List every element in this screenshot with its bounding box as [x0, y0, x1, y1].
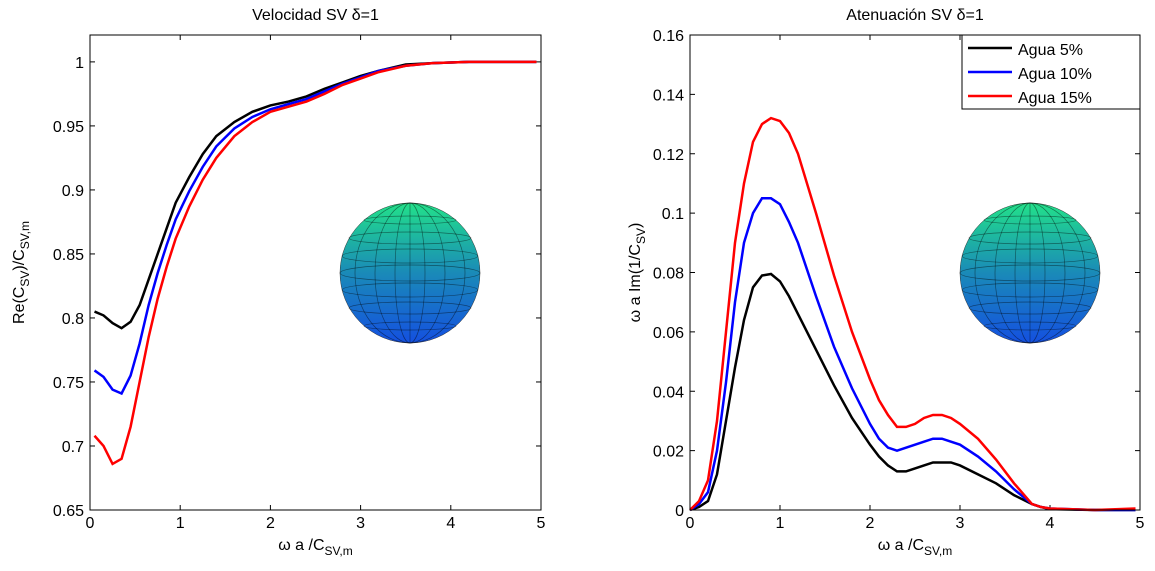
- x-tick-label: 5: [537, 515, 546, 532]
- y-axis-label: ω a Im(1/CSV): [627, 223, 648, 323]
- x-tick-label: 4: [1046, 515, 1055, 532]
- x-tick-label: 5: [1136, 515, 1145, 532]
- y-tick-label: 0.02: [653, 444, 684, 461]
- sphere-decoration: [959, 202, 1101, 344]
- y-tick-label: 0.85: [53, 247, 84, 264]
- label-part: ω a /C: [278, 537, 324, 554]
- x-tick-label: 2: [866, 515, 875, 532]
- chart-title: Velocidad SV δ=1: [252, 7, 379, 24]
- y-tick-label: 0.7: [62, 439, 84, 456]
- x-tick-label: 2: [266, 515, 275, 532]
- y-tick-label: 0.9: [62, 183, 84, 200]
- x-tick-label: 3: [356, 515, 365, 532]
- y-tick-label: 0.8: [62, 311, 84, 328]
- sphere-decoration: [339, 202, 481, 344]
- label-part: SV: [18, 271, 32, 287]
- x-axis-label: ω a /CSV,m: [278, 537, 353, 558]
- legend-label: Agua 15%: [1018, 90, 1092, 107]
- label-part: SV,m: [924, 544, 952, 558]
- y-axis-label: Re(CSV)/CSV,m: [11, 221, 32, 324]
- x-tick-label: 1: [176, 515, 185, 532]
- y-tick-label: 0.04: [653, 384, 684, 401]
- y-tick-label: 0.75: [53, 375, 84, 392]
- axes-box: [89, 34, 542, 511]
- label-part: Re(C: [11, 287, 28, 324]
- x-tick-label: 3: [956, 515, 965, 532]
- label-part: ): [627, 223, 644, 228]
- y-tick-label: 0.1: [662, 206, 684, 223]
- y-tick-label: 1: [75, 55, 84, 72]
- y-tick-label: 0.06: [653, 325, 684, 342]
- x-tick-label: 0: [86, 515, 95, 532]
- chart-title: Atenuación SV δ=1: [846, 7, 984, 24]
- series-line: [689, 116, 1136, 512]
- axes-box: [689, 34, 1141, 511]
- y-tick-label: 0.16: [653, 28, 684, 45]
- legend-label: Agua 10%: [1018, 66, 1092, 83]
- label-part: ω a /C: [878, 537, 924, 554]
- series-line: [93, 60, 537, 466]
- y-tick-label: 0.12: [653, 147, 684, 164]
- label-part: SV,m: [18, 221, 32, 249]
- legend-label: Agua 5%: [1018, 42, 1083, 59]
- x-axis-label: ω a /CSV,m: [878, 537, 953, 558]
- y-tick-label: 0.65: [53, 503, 84, 520]
- x-tick-label: 4: [446, 515, 455, 532]
- y-tick-label: 0.95: [53, 119, 84, 136]
- label-part: SV: [634, 228, 648, 244]
- x-tick-label: 0: [686, 515, 695, 532]
- x-tick-label: 1: [776, 515, 785, 532]
- y-tick-label: 0.14: [653, 87, 684, 104]
- y-tick-label: 0: [675, 503, 684, 520]
- series-line: [689, 197, 1136, 512]
- label-part: ω a Im(1/C: [627, 244, 644, 322]
- label-part: )/C: [11, 249, 28, 270]
- label-part: SV,m: [325, 544, 353, 558]
- y-tick-label: 0.08: [653, 266, 684, 283]
- series-line: [689, 272, 1136, 512]
